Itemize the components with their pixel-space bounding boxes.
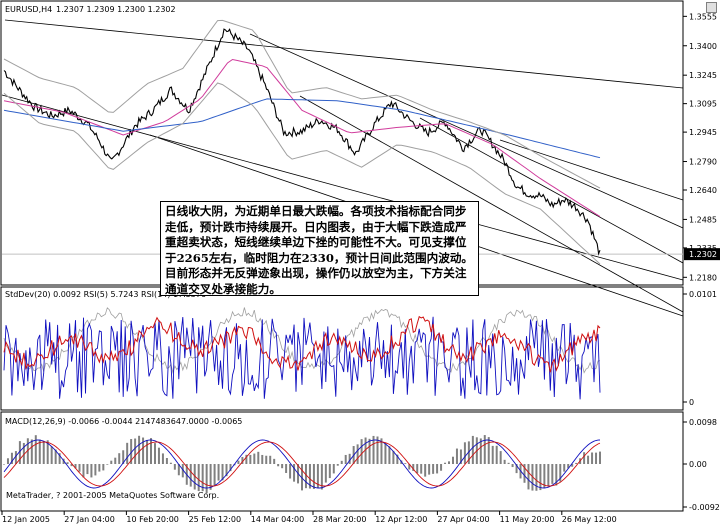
oscillator-pane [3,307,601,400]
osc-tick-label: 0.0101 [689,290,717,299]
price-tick-label: 1.2790 [689,158,717,167]
price-tick-label: 1.3245 [689,71,717,80]
macd-tick-label: 0.0098 [689,418,717,427]
channel-line [419,117,684,264]
macd-signal-line [3,441,601,487]
symbol-title: EURUSD,H4 [5,5,52,14]
time-tick-label: 27 Jan 04:00 [64,515,115,524]
oscillator-line-stddev [3,315,601,373]
channel-line [249,33,684,229]
channel-line [4,19,684,89]
series-band_lower [3,82,601,265]
channel-line [499,139,684,201]
osc-tick-label: 0 [689,398,694,407]
price-tick-label: 1.2640 [689,186,717,195]
current-price-label: 1.2302 [689,250,717,259]
price-tick-label: 1.2945 [689,128,717,137]
time-tick-label: 14 Mar 04:00 [251,515,304,524]
price-tick-label: 1.3095 [689,100,717,109]
window-control-button[interactable] [706,2,717,13]
time-tick-label: 27 Apr 04:00 [437,515,489,524]
macd-tick-label: 0.00 [689,460,707,469]
time-tick-label: 25 Feb 12:00 [189,515,241,524]
oscillator-line-rsi14 [3,307,601,374]
analysis-annotation: 日线收大阴，为近期单日最大跌幅。各项技术指标配合同步走低，预计跌市持续展开。日内… [160,201,479,296]
series-band_upper [3,19,601,189]
time-tick-label: 28 Mar 20:00 [313,515,366,524]
ohlc-readout: 1.2307 1.2309 1.2300 1.2302 [56,5,176,14]
channel-line [299,95,684,313]
axes: 1.3555 1.3400 1.3245 1.3095 1.2945 1.2790 1.26… [1,12,720,524]
macd-title: MACD(12,26,9) -0.0066 -0.0044 2147483647… [5,417,242,426]
price-tick-label: 1.3400 [689,42,717,51]
channel-line [1,94,684,281]
time-tick-label: 12 Jan 2005 [2,515,50,524]
current-price-box [684,248,720,261]
time-tick-label: 26 May 12:00 [562,515,617,524]
oscillator-title: StdDev(20) 0.0092 RSI(5) 5.7243 RSI(14) … [5,290,206,299]
price-tick-label: 1.2485 [689,215,717,224]
macd-main-line [3,439,601,489]
macd-pane [3,435,601,494]
time-tick-label: 12 Apr 12:00 [375,515,427,524]
oscillator-line-rsi5 [3,316,601,400]
series-close [3,28,601,256]
price-tick-label: 1.2180 [689,273,717,282]
series-ma_slow [3,98,601,159]
macd-tick-label: -0.0092 [689,503,720,512]
price-tick-label: 1.3555 [689,12,717,21]
copyright-watermark: MetaTrader, ? 2001-2005 MetaQuotes Softw… [6,491,220,500]
price-pane [1,19,684,317]
time-tick-label: 10 Feb 20:00 [126,515,178,524]
time-tick-label: 11 May 20:00 [500,515,555,524]
macd-pane-frame [0,411,684,512]
